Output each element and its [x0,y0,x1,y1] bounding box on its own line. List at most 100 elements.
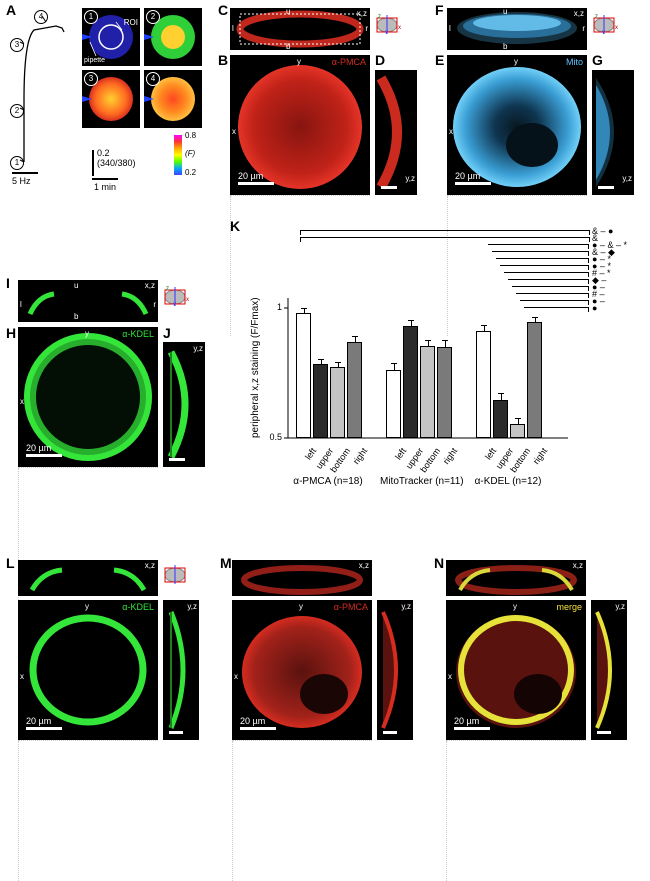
K-grouplabels: α-PMCA (n=18)MitoTracker (n=11)α-KDEL (n… [288,476,588,496]
svg-text:x: x [615,25,618,31]
panelE: Mito y x 20 µm [447,55,587,195]
label-J: J [163,325,171,341]
scale-y-val: 0.2 [97,148,110,158]
F-b: b [503,42,507,51]
axis-C: zxy [375,12,403,34]
bar [437,347,452,438]
I-r: r [153,300,156,309]
G-scale [598,186,614,189]
H-x: x [20,397,24,406]
H-hline [18,467,158,468]
B-x: x [232,127,236,136]
bar [313,364,328,438]
figure-root: A 1 2 3 4 5 Hz 0.2 (340/380) 1 min 1 [0,0,650,765]
F-u: u [503,7,507,16]
K-siglines: & – ●&● – & – *& – ◆● – *● – *# – *◆ –● … [288,228,628,308]
panelJ: y,z [163,342,205,467]
L-stain: α-KDEL [122,602,154,612]
K-yt1: 1 [266,302,282,312]
axis-F: z x y [592,12,620,34]
panelN-yz: y,z [591,600,627,740]
K-bars-container [288,308,588,438]
I-l: l [20,300,22,309]
panelA-img4: 4 [144,70,202,128]
E-hline [447,195,587,196]
scale-y-ratio: (340/380) [97,158,136,168]
scale-5hz: 5 Hz [12,176,31,186]
svg-text:z: z [166,286,169,292]
svg-text:y: y [602,30,605,34]
svg-text:x: x [398,25,401,31]
I-b: b [74,312,78,321]
panelN: merge y x 20 µm [446,600,586,740]
panelA-img3: 3 [82,70,140,128]
sig-label: ● [592,303,597,313]
panelG: y,z [592,70,634,195]
panelK-chart: 1 0.5 peripheral x,z staining (F/Fmax) l… [268,228,638,508]
C-xz: x,z [357,9,367,18]
scale-5hz-bar [12,172,38,174]
E-scaletxt: 20 µm [455,171,480,181]
L-xz: x,z [145,561,155,570]
I-u: u [74,281,78,290]
cbar-bot: 0.2 [185,168,196,177]
C-u: u [286,7,290,16]
panelA-img1: 1 ROI pipette [82,8,140,66]
axis-L [163,562,191,584]
bar [493,400,508,438]
bar [527,322,542,438]
panelL-yz: y,z [163,600,199,740]
panelL-xz: x,z [18,560,158,596]
cbar-top: 0.8 [185,131,196,140]
H-scale [26,454,62,457]
cbar-F: (F) [185,149,195,158]
img3-num: 3 [84,72,98,86]
axis-I: z x y [163,284,191,306]
D-scale [381,186,397,189]
colorbar [174,135,182,175]
I-xz: x,z [145,281,155,290]
C-r: r [365,24,368,33]
H-stain: α-KDEL [122,329,154,339]
B-stain: α-PMCA [332,57,366,67]
panelN-xz: x,z [446,560,586,596]
svg-text:y: y [385,30,388,34]
B-hline [230,195,370,196]
H-y: y [85,329,89,338]
N-stain: merge [556,602,582,612]
B-scale [238,182,274,185]
bar [296,313,311,438]
bar [476,331,491,438]
bar [347,342,362,438]
label-L: L [6,555,15,571]
panelD: y,z [375,70,417,195]
scale-1min-bar [92,178,118,180]
scale-y-bar [92,150,94,176]
bar [386,370,401,438]
panelL: α-KDEL y x 20 µm [18,600,158,740]
K-ylabel: peripheral x,z staining (F/Fmax) [250,297,261,438]
F-xz: x,z [574,9,584,18]
J-scale [169,458,185,461]
svg-text:z: z [595,14,598,20]
F-r: r [582,24,585,33]
group-label: α-KDEL (n=12) [470,476,546,487]
label-M: M [220,555,232,571]
panelA-trace: 1 2 3 4 [10,10,80,185]
panelM: α-PMCA y x 20 µm [232,600,372,740]
group-label: MitoTracker (n=11) [380,476,456,487]
label-D: D [375,52,385,68]
C-l: l [232,24,234,33]
J-yz: y,z [193,344,203,353]
panelC: u l r b x,z [230,8,370,50]
H-scaletxt: 20 µm [26,443,51,453]
bar [330,367,345,439]
svg-text:x: x [186,297,189,303]
label-K: K [230,218,240,234]
panelF: u l r b x,z [447,8,587,50]
label-G: G [592,52,603,68]
E-x: x [449,127,453,136]
label-C: C [218,2,228,18]
svg-text:y: y [173,302,176,306]
B-scaletxt: 20 µm [238,171,263,181]
